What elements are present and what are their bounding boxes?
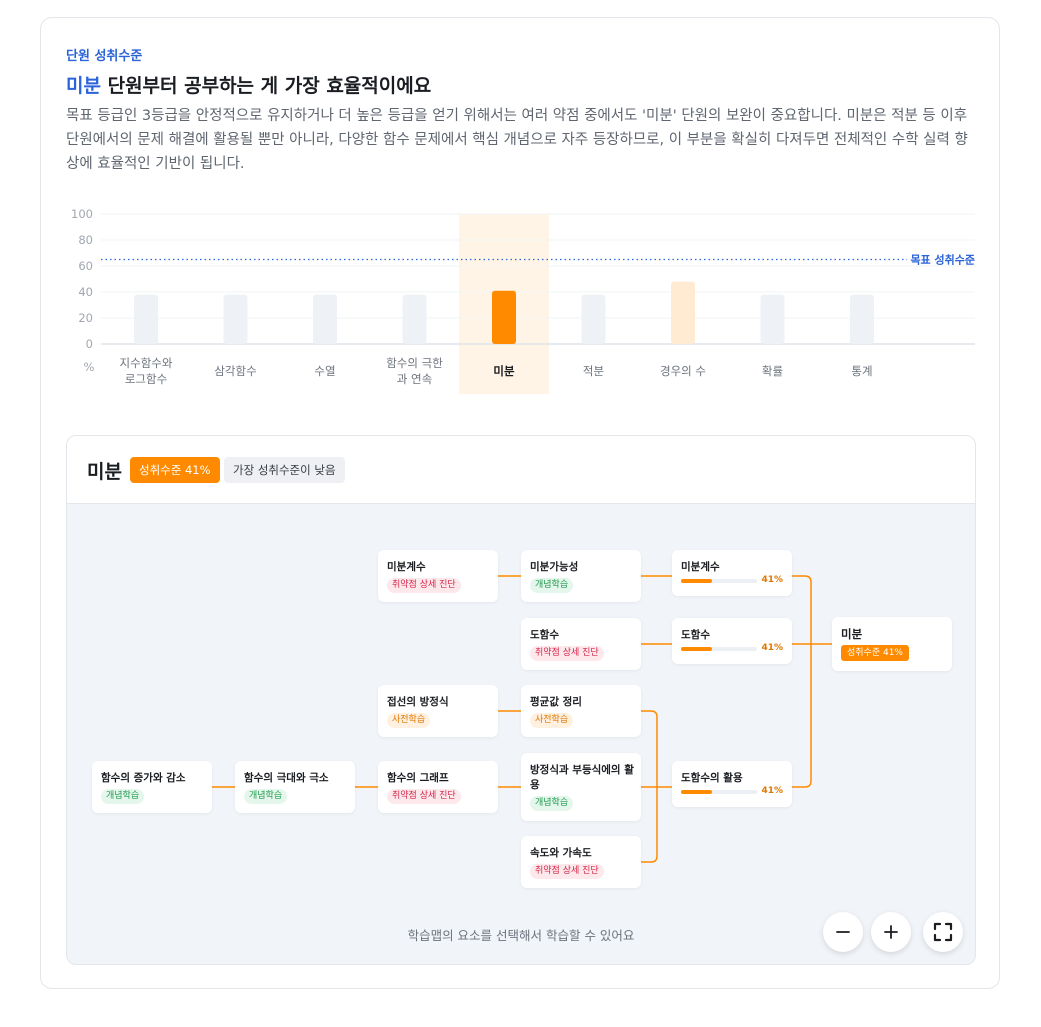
node-title: 평균값 정리: [530, 696, 582, 708]
category-label: 통계: [851, 364, 872, 378]
progress-fill: [681, 790, 713, 794]
progress-bar: [681, 790, 757, 794]
bar: [760, 294, 785, 344]
map-node-derivative-function[interactable]: 도함수 취약점 상세 진단: [521, 618, 641, 670]
node-tag: 취약점 상세 진단: [387, 578, 461, 593]
node-title: 도함수: [530, 629, 559, 641]
target-label: 목표 성취수준: [910, 253, 975, 267]
description: 목표 등급인 3등급을 안정적으로 유지하거나 더 높은 등급을 얻기 위해서는…: [66, 108, 968, 172]
progress-bar: [681, 647, 757, 651]
map-node-progress-derivative-coefficient[interactable]: 미분계수 41%: [672, 550, 792, 596]
node-tag: 개념학습: [530, 796, 574, 811]
bar: [492, 290, 516, 344]
bar: [134, 294, 158, 344]
category-label: 확률: [762, 364, 783, 378]
y-unit-label: %: [84, 360, 95, 374]
node-title: 방정식과 부등식에의 활용: [530, 764, 634, 791]
map-edges: [212, 575, 832, 863]
category-label: 삼각함수: [214, 364, 256, 378]
level-badge: 성취수준 41%: [130, 457, 220, 483]
progress-bar: [681, 579, 757, 583]
category-label: 수열: [314, 364, 335, 378]
node-tag: 개념학습: [244, 789, 288, 804]
bar: [671, 281, 695, 344]
minus-icon: [836, 931, 850, 933]
category-label: 함수의 극한 과 연속: [386, 356, 443, 386]
map-hint: 학습맵의 요소를 선택해서 학습할 수 있어요: [407, 928, 635, 943]
progress-percent: 41%: [761, 786, 783, 796]
map-node-progress-application[interactable]: 도함수의 활용 41%: [672, 761, 792, 807]
node-title: 함수의 증가와 감소: [101, 772, 186, 784]
node-title: 속도와 가속도: [530, 847, 592, 859]
map-node-differentiability[interactable]: 미분가능성 개념학습: [521, 550, 641, 602]
bar: [581, 294, 606, 344]
map-node-mean-value-theorem[interactable]: 평균값 정리 사전학습: [521, 685, 641, 737]
zoom-in-button[interactable]: [871, 912, 911, 952]
map-title: 미분: [87, 461, 122, 483]
node-tag: 사전학습: [530, 713, 574, 728]
zoom-out-button[interactable]: [823, 912, 863, 952]
category-label: 미분: [493, 364, 515, 378]
y-tick-label: 20: [78, 311, 93, 325]
node-title: 도함수: [681, 629, 710, 641]
progress-percent: 41%: [761, 643, 783, 653]
node-tag: 취약점 상세 진단: [387, 789, 461, 804]
y-tick-label: 100: [71, 207, 93, 221]
plus-icon: [884, 925, 898, 939]
map-node-derivative-coefficient[interactable]: 미분계수 취약점 상세 진단: [378, 550, 498, 602]
y-tick-label: 80: [78, 233, 93, 247]
map-node-max-min[interactable]: 함수의 극대와 극소 개념학습: [235, 761, 355, 813]
fullscreen-icon: [933, 922, 953, 942]
category-label: 적분: [583, 364, 604, 378]
node-title: 함수의 극대와 극소: [244, 772, 329, 784]
learning-map-panel: 미분 성취수준 41% 가장 성취수준이 낮음 미분계수 취약점 상세 진단 미…: [66, 435, 976, 965]
y-tick-label: 60: [78, 259, 93, 273]
node-title: 접선의 방정식: [387, 696, 449, 708]
map-node-velocity-acceleration[interactable]: 속도와 가속도 취약점 상세 진단: [521, 836, 641, 888]
map-node-tangent-equation[interactable]: 접선의 방정식 사전학습: [378, 685, 498, 737]
headline-accent: 미분: [66, 75, 101, 97]
node-title: 미분계수: [387, 561, 426, 573]
category-label: 지수함수와 로그함수: [120, 356, 173, 386]
y-tick-label: 40: [78, 285, 93, 299]
node-title: 미분: [841, 627, 863, 641]
headline-rest: 단원부터 공부하는 게 가장 효율적이에요: [100, 75, 432, 97]
node-title: 함수의 그래프: [387, 772, 449, 784]
progress-percent: 41%: [761, 575, 783, 585]
node-tag: 개념학습: [101, 789, 145, 804]
node-tag: 사전학습: [387, 713, 431, 728]
y-tick-label: 0: [86, 337, 93, 351]
achievement-card: 단원 성취수준 미분 단원부터 공부하는 게 가장 효율적이에요 목표 등급인 …: [40, 17, 1000, 989]
node-tag: 취약점 상세 진단: [530, 646, 604, 661]
map-node-increase-decrease[interactable]: 함수의 증가와 감소 개념학습: [92, 761, 212, 813]
progress-fill: [681, 579, 713, 583]
fullscreen-button[interactable]: [923, 912, 963, 952]
bar: [223, 294, 248, 344]
map-node-progress-derivative-function[interactable]: 도함수 41%: [672, 618, 792, 664]
page-title: 미분 단원부터 공부하는 게 가장 효율적이에요: [66, 71, 431, 98]
node-tag: 개념학습: [530, 578, 574, 593]
map-node-target-unit[interactable]: 미분 성취수준 41%: [832, 617, 952, 671]
bar: [850, 294, 874, 344]
node-title: 미분가능성: [530, 561, 579, 573]
status-badge: 가장 성취수준이 낮음: [224, 457, 345, 483]
node-title: 미분계수: [681, 561, 720, 573]
map-node-function-graph[interactable]: 함수의 그래프 취약점 상세 진단: [378, 761, 498, 813]
progress-fill: [681, 647, 713, 651]
section-eyebrow: 단원 성취수준: [66, 49, 143, 64]
node-tag: 취약점 상세 진단: [530, 864, 604, 879]
category-label: 경우의 수: [660, 364, 706, 378]
target-level-badge: 성취수준 41%: [841, 645, 909, 661]
bar: [313, 294, 337, 344]
map-edge: [792, 575, 812, 788]
map-node-equation-inequality[interactable]: 방정식과 부등식에의 활용 개념학습: [521, 753, 641, 821]
node-title: 도함수의 활용: [681, 772, 743, 784]
bar: [402, 294, 427, 344]
map-header: 미분 성취수준 41% 가장 성취수준이 낮음: [67, 436, 975, 504]
